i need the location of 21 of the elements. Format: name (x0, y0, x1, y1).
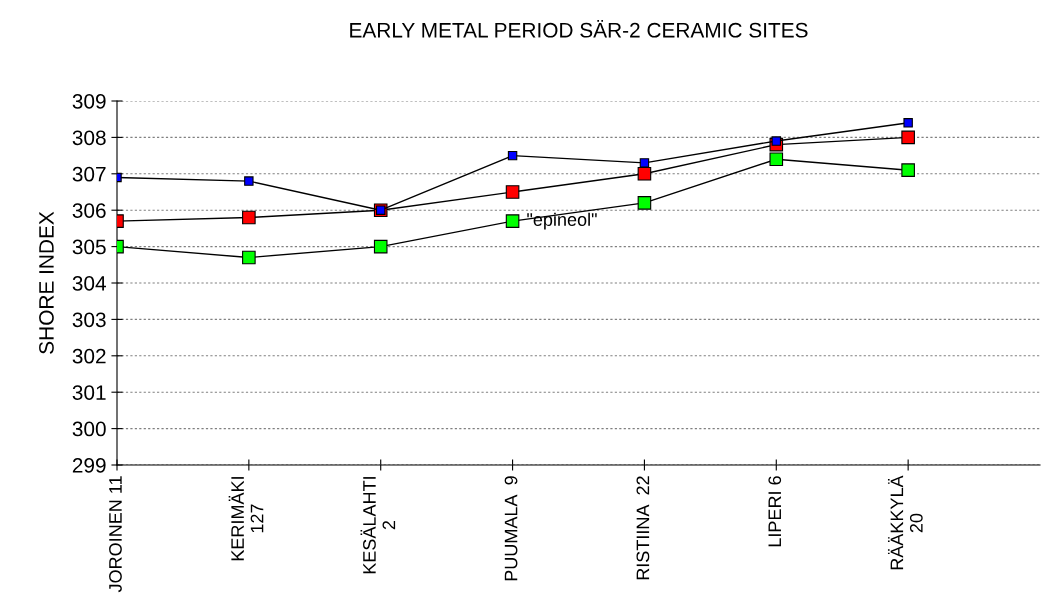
x-tick-label: LIPERI 6 (768, 476, 782, 547)
annotation: "epineol" (527, 212, 597, 230)
x-tick-label: KESÄLAHTI 2 (360, 477, 396, 574)
x-tick-label: RISTIINA 22 (636, 476, 650, 580)
x-tick-label: PUUMALA 9 (504, 476, 518, 581)
y-tick-label: 303 (72, 312, 106, 328)
y-tick-label: 299 (72, 458, 106, 473)
y-tick-label: 301 (72, 385, 106, 400)
y-tick-label: 300 (72, 421, 106, 437)
x-tick-label: RÄÄKKYLÄ 20 (887, 475, 923, 570)
y-tick-label: 305 (72, 239, 106, 255)
y-tick-label: 309 (72, 94, 106, 109)
y-axis-title: SHORE INDEX (39, 211, 54, 354)
y-tick-label: 306 (72, 203, 106, 218)
y-tick-label: 307 (72, 166, 106, 182)
y-tick-label: 304 (72, 276, 106, 291)
x-tick-label: KERIMÄKI 127 (228, 477, 264, 561)
y-tick-label: 308 (72, 130, 106, 146)
x-tick-label: JOROINEN 11 (109, 476, 122, 593)
y-tick-label: 302 (72, 348, 106, 364)
chart-title: EARLY METAL PERIOD SÄR-2 CERAMIC SITES (350, 19, 808, 38)
